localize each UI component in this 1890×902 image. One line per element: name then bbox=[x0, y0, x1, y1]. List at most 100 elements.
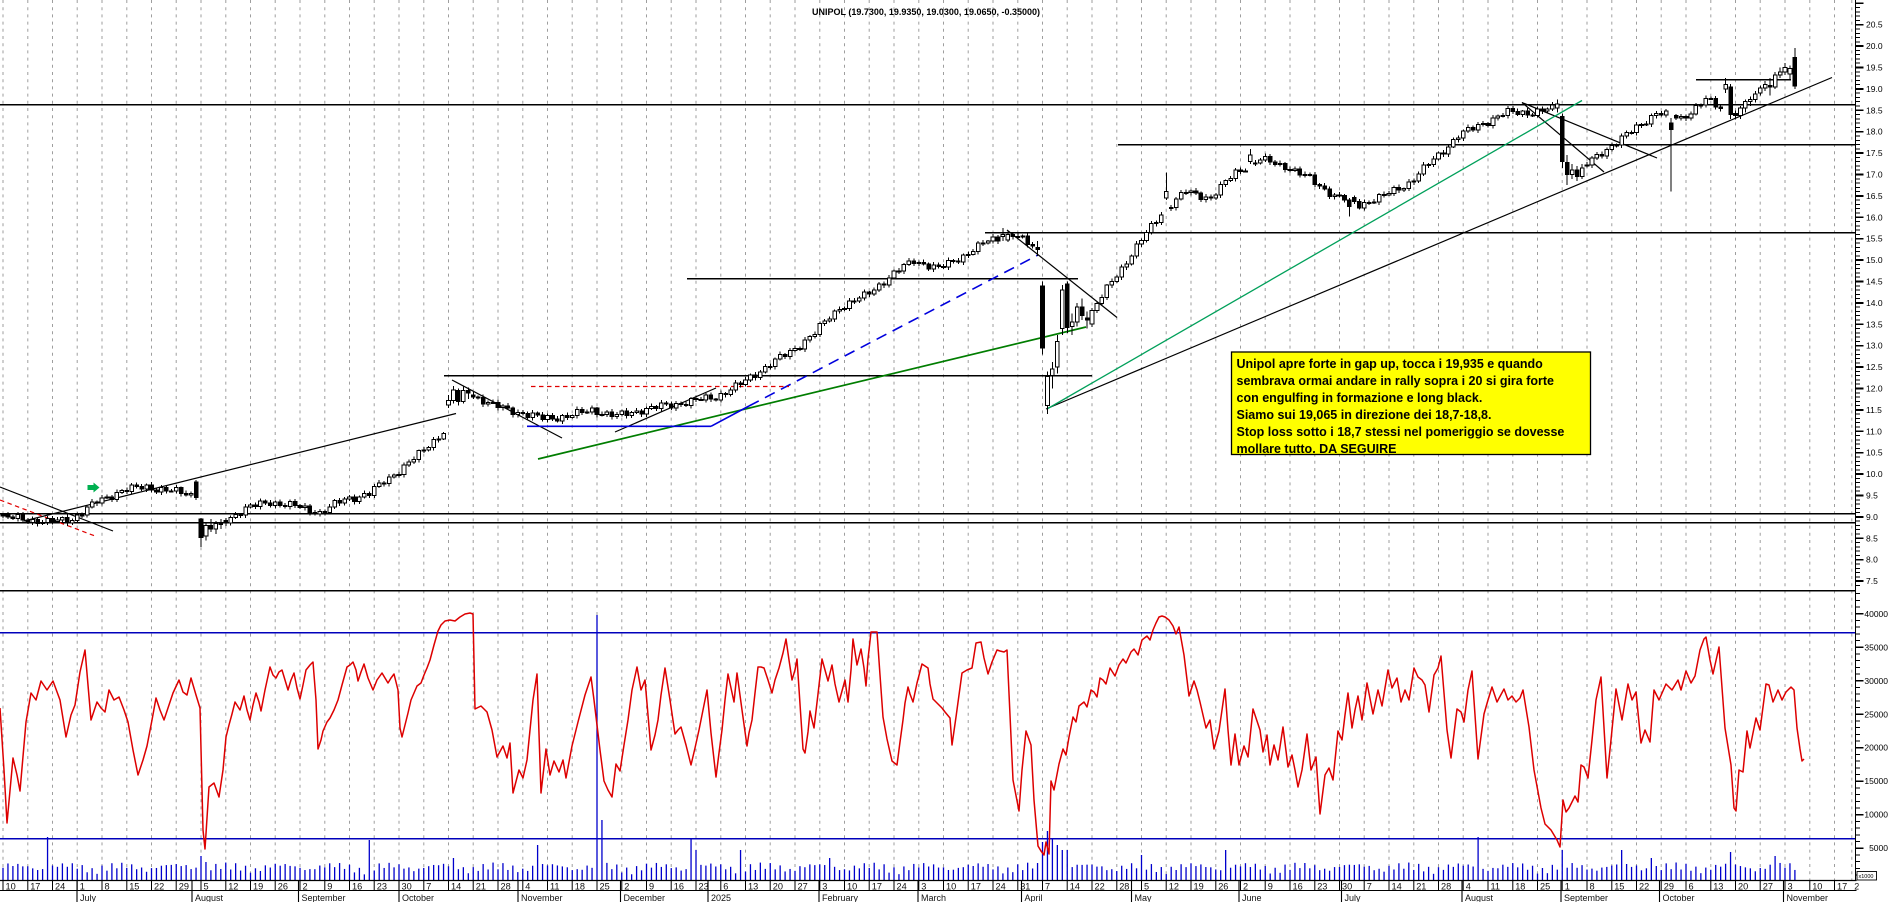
svg-text:21: 21 bbox=[1416, 881, 1426, 891]
svg-text:September: September bbox=[302, 893, 346, 902]
svg-text:4: 4 bbox=[525, 881, 530, 891]
svg-text:13.0: 13.0 bbox=[1866, 341, 1883, 351]
svg-text:21: 21 bbox=[476, 881, 486, 891]
svg-text:17: 17 bbox=[971, 881, 981, 891]
svg-text:10000: 10000 bbox=[1864, 810, 1888, 820]
svg-text:9: 9 bbox=[649, 881, 654, 891]
svg-text:10: 10 bbox=[1812, 881, 1822, 891]
svg-text:1: 1 bbox=[80, 881, 85, 891]
svg-text:9: 9 bbox=[1268, 881, 1273, 891]
svg-text:9.0: 9.0 bbox=[1866, 512, 1878, 522]
svg-text:23: 23 bbox=[1317, 881, 1327, 891]
svg-text:5: 5 bbox=[204, 881, 209, 891]
svg-text:May: May bbox=[1135, 893, 1153, 902]
svg-text:x1000: x1000 bbox=[1859, 874, 1874, 880]
svg-text:31: 31 bbox=[1020, 881, 1030, 891]
svg-text:July: July bbox=[80, 893, 97, 902]
svg-text:8.0: 8.0 bbox=[1866, 555, 1878, 565]
svg-text:19: 19 bbox=[1194, 881, 1204, 891]
svg-text:8.5: 8.5 bbox=[1866, 533, 1878, 543]
svg-text:14.0: 14.0 bbox=[1866, 298, 1883, 308]
svg-text:24: 24 bbox=[897, 881, 907, 891]
svg-text:16: 16 bbox=[352, 881, 362, 891]
svg-text:November: November bbox=[1787, 893, 1829, 902]
svg-text:December: December bbox=[624, 893, 666, 902]
svg-text:16.0: 16.0 bbox=[1866, 212, 1883, 222]
svg-text:7: 7 bbox=[1367, 881, 1372, 891]
svg-text:10.5: 10.5 bbox=[1866, 448, 1883, 458]
svg-text:8: 8 bbox=[1590, 881, 1595, 891]
svg-text:24: 24 bbox=[996, 881, 1006, 891]
svg-text:26: 26 bbox=[1218, 881, 1228, 891]
svg-text:20.0: 20.0 bbox=[1866, 41, 1883, 51]
svg-text:28: 28 bbox=[1119, 881, 1129, 891]
svg-text:7.5: 7.5 bbox=[1866, 576, 1878, 586]
svg-text:20.5: 20.5 bbox=[1866, 20, 1883, 30]
svg-text:20: 20 bbox=[1738, 881, 1748, 891]
svg-text:June: June bbox=[1242, 893, 1262, 902]
svg-text:28: 28 bbox=[1441, 881, 1451, 891]
svg-text:25: 25 bbox=[1540, 881, 1550, 891]
svg-text:10: 10 bbox=[6, 881, 16, 891]
svg-text:8: 8 bbox=[105, 881, 110, 891]
svg-text:Unipol apre forte in gap up, t: Unipol apre forte in gap up, tocca i 19,… bbox=[1237, 357, 1544, 371]
svg-text:27: 27 bbox=[798, 881, 808, 891]
svg-text:10: 10 bbox=[847, 881, 857, 891]
svg-text:25: 25 bbox=[600, 881, 610, 891]
svg-text:25000: 25000 bbox=[1864, 709, 1888, 719]
svg-text:17.0: 17.0 bbox=[1866, 170, 1883, 180]
svg-text:16: 16 bbox=[1293, 881, 1303, 891]
svg-text:July: July bbox=[1345, 893, 1362, 902]
svg-text:16.5: 16.5 bbox=[1866, 191, 1883, 201]
svg-text:13: 13 bbox=[748, 881, 758, 891]
svg-text:1: 1 bbox=[1565, 881, 1570, 891]
svg-text:mollare tutto. DA SEGUIRE: mollare tutto. DA SEGUIRE bbox=[1237, 442, 1397, 456]
svg-text:March: March bbox=[921, 893, 946, 902]
svg-text:3: 3 bbox=[1788, 881, 1793, 891]
svg-text:10: 10 bbox=[946, 881, 956, 891]
svg-text:November: November bbox=[521, 893, 563, 902]
svg-text:22: 22 bbox=[154, 881, 164, 891]
svg-text:30000: 30000 bbox=[1864, 676, 1888, 686]
svg-text:15: 15 bbox=[129, 881, 139, 891]
svg-text:October: October bbox=[1663, 893, 1695, 902]
svg-text:16: 16 bbox=[674, 881, 684, 891]
svg-text:11: 11 bbox=[1491, 881, 1501, 891]
svg-text:UNIPOL (19.7300, 19.9350, 19.0: UNIPOL (19.7300, 19.9350, 19.0300, 19.06… bbox=[812, 7, 1040, 17]
svg-text:7: 7 bbox=[426, 881, 431, 891]
svg-text:2025: 2025 bbox=[711, 893, 731, 902]
svg-text:15.0: 15.0 bbox=[1866, 255, 1883, 265]
svg-text:18.0: 18.0 bbox=[1866, 127, 1883, 137]
svg-text:30: 30 bbox=[1342, 881, 1352, 891]
svg-text:12: 12 bbox=[1169, 881, 1179, 891]
svg-text:con engulfing in formazione e: con engulfing in formazione e long black… bbox=[1237, 391, 1483, 405]
svg-text:27: 27 bbox=[1763, 881, 1773, 891]
svg-text:30: 30 bbox=[402, 881, 412, 891]
svg-text:23: 23 bbox=[699, 881, 709, 891]
svg-text:August: August bbox=[1465, 893, 1494, 902]
svg-text:12.0: 12.0 bbox=[1866, 384, 1883, 394]
svg-text:19.5: 19.5 bbox=[1866, 63, 1883, 73]
svg-text:15000: 15000 bbox=[1864, 776, 1888, 786]
svg-text:22: 22 bbox=[1095, 881, 1105, 891]
svg-text:12.5: 12.5 bbox=[1866, 362, 1883, 372]
svg-text:2: 2 bbox=[624, 881, 629, 891]
svg-text:18: 18 bbox=[575, 881, 585, 891]
svg-text:28: 28 bbox=[501, 881, 511, 891]
svg-text:18.5: 18.5 bbox=[1866, 105, 1883, 115]
svg-text:15: 15 bbox=[1614, 881, 1624, 891]
svg-text:14: 14 bbox=[1070, 881, 1080, 891]
svg-text:Siamo sui 19,065 in direzione: Siamo sui 19,065 in direzione dei 18,7-1… bbox=[1237, 408, 1492, 422]
svg-text:10.0: 10.0 bbox=[1866, 469, 1883, 479]
svg-text:14.5: 14.5 bbox=[1866, 277, 1883, 287]
svg-text:19.0: 19.0 bbox=[1866, 84, 1883, 94]
svg-text:October: October bbox=[402, 893, 434, 902]
svg-text:40000: 40000 bbox=[1864, 609, 1888, 619]
svg-text:11.5: 11.5 bbox=[1866, 405, 1882, 415]
svg-text:4: 4 bbox=[1466, 881, 1471, 891]
svg-text:September: September bbox=[1564, 893, 1608, 902]
svg-text:18: 18 bbox=[1515, 881, 1525, 891]
svg-text:9.5: 9.5 bbox=[1866, 491, 1878, 501]
svg-text:11: 11 bbox=[550, 881, 560, 891]
svg-text:14: 14 bbox=[1392, 881, 1402, 891]
